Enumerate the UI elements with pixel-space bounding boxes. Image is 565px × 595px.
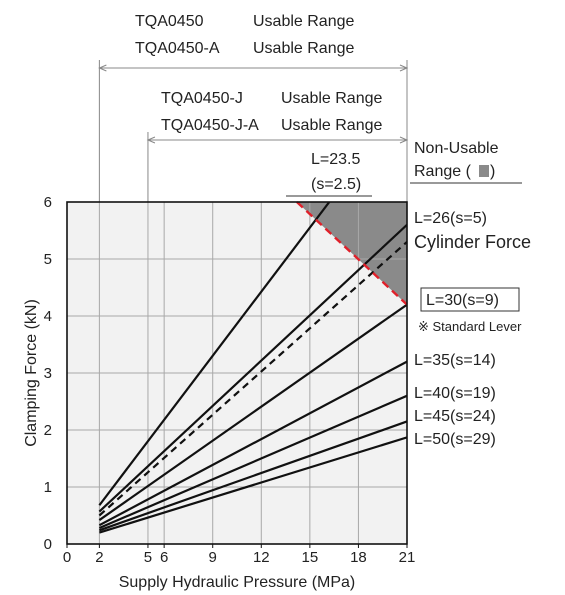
y-tick-label: 2: [44, 422, 52, 439]
plot-frame: [66, 201, 408, 545]
x-tick-label: 15: [302, 549, 319, 566]
non-usable-legend: Non-Usable Range ( ): [410, 140, 522, 184]
non-usable-region: [296, 202, 407, 305]
y-tick-label: 0: [44, 536, 52, 553]
range-2-model-1: TQA0450-J: [161, 90, 243, 107]
series-label-l23-5: L=23.5: [311, 151, 360, 168]
y-axis-title: Clamping Force (kN): [23, 299, 40, 447]
label-l23-5: L=23.5 (s=2.5): [286, 151, 372, 197]
usable-range-annotations: TQA0450 Usable Range TQA0450-A Usable Ra…: [135, 13, 383, 134]
series-label-l40: L=40(s=19): [414, 385, 496, 402]
x-tick-label: 21: [399, 549, 416, 566]
series-label-l50: L=50(s=29): [414, 431, 496, 448]
series-line-1: [98, 223, 407, 513]
y-tick-label: 3: [44, 365, 52, 382]
x-tick-label: 12: [253, 549, 270, 566]
range-1-model-2: TQA0450-A: [135, 40, 220, 57]
range-2-label-2: Usable Range: [281, 117, 383, 134]
series-group: [98, 202, 407, 534]
series-line-4: [98, 360, 407, 527]
x-tick-label: 2: [95, 549, 103, 566]
range-2-label-1: Usable Range: [281, 90, 383, 107]
non-usable-label-line2: Range (: [414, 163, 472, 180]
range-1-label-2: Usable Range: [253, 40, 355, 57]
range-1-label-1: Usable Range: [253, 13, 355, 30]
non-usable-swatch: [479, 165, 489, 177]
series-line-5: [98, 394, 407, 530]
series-line-2: [98, 241, 407, 517]
series-label-l35: L=35(s=14): [414, 352, 496, 369]
y-tick-label: 1: [44, 479, 52, 496]
x-tick-label: 5: [144, 549, 152, 566]
series-label-l30: L=30(s=9): [426, 292, 499, 309]
non-usable-label-line3: ): [490, 163, 495, 180]
series-line-0: [98, 202, 331, 506]
standard-lever-note: ※ Standard Lever: [418, 319, 522, 334]
series-label-cylinder-force: Cylinder Force: [414, 232, 531, 252]
y-tick-label: 4: [44, 308, 52, 325]
range-2-model-2: TQA0450-J-A: [161, 117, 259, 134]
x-tick-label: 0: [63, 549, 71, 566]
series-label-l45: L=45(s=24): [414, 408, 496, 425]
series-line-6: [99, 420, 407, 532]
x-tick-label: 9: [209, 549, 217, 566]
usable-range-arrows: [98, 60, 409, 202]
y-tick-label: 6: [44, 194, 52, 211]
series-label-l26: L=26(s=5): [414, 210, 487, 227]
x-tick-label: 6: [160, 549, 168, 566]
series-line-7: [99, 436, 407, 534]
x-axis-title: Supply Hydraulic Pressure (MPa): [119, 574, 356, 591]
range-1-model-1: TQA0450: [135, 13, 204, 30]
series-label-l23-5-s: (s=2.5): [311, 176, 361, 193]
series-line-3: [98, 303, 407, 521]
series-labels: L=26(s=5) Cylinder Force L=30(s=9) ※ Sta…: [414, 210, 531, 448]
non-usable-label-line1: Non-Usable: [414, 140, 499, 157]
standard-lever-box: [420, 287, 520, 312]
x-tick-label: 18: [350, 549, 367, 566]
y-tick-label: 5: [44, 251, 52, 268]
